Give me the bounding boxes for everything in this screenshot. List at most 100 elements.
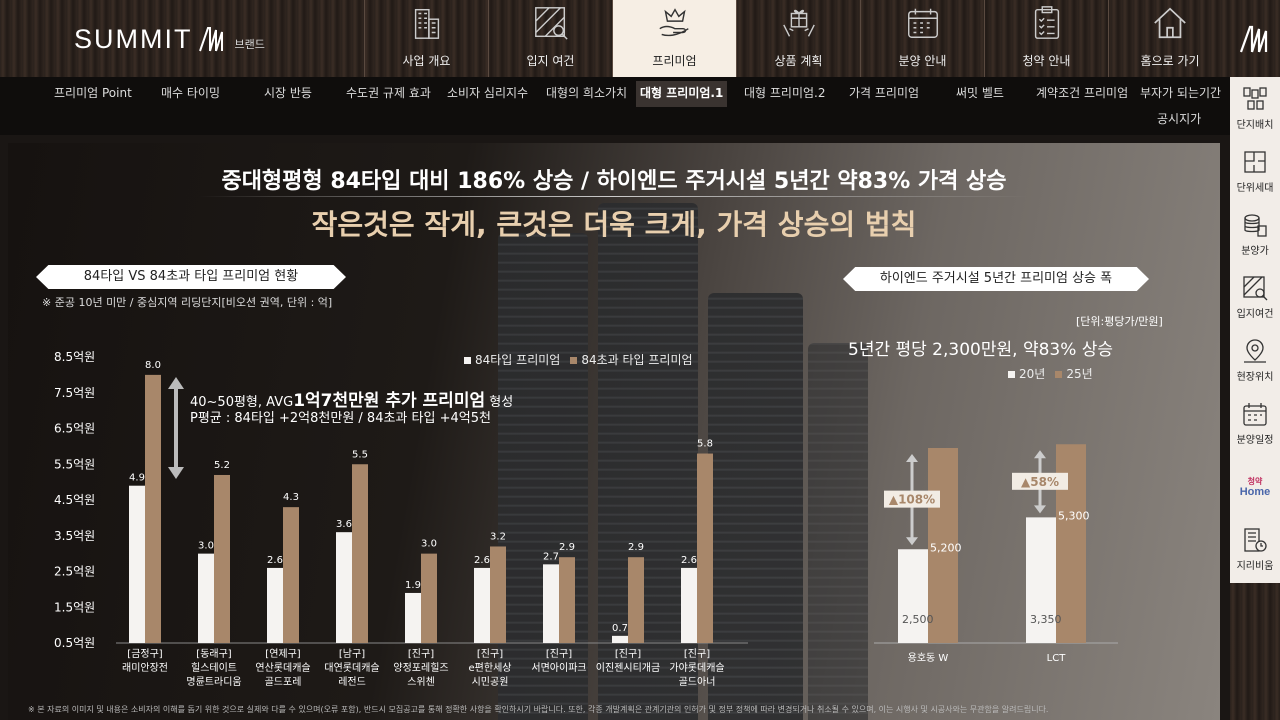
- x-category-label: 스위첸: [407, 675, 435, 688]
- map-search-icon: [1243, 276, 1268, 301]
- subnav-market-rebound[interactable]: 시장 반등: [264, 86, 312, 100]
- nav-home[interactable]: 홈으로 가기: [1108, 0, 1232, 77]
- cheongyak-logo-top: 청약: [1247, 476, 1263, 486]
- data-label: 5.8: [697, 439, 713, 450]
- data-label: 3,350: [1030, 613, 1062, 626]
- right-chart-headline: 5년간 평당 2,300만원, 약83% 상승: [848, 340, 1114, 360]
- data-label: 4.9: [129, 473, 145, 484]
- subnav-price-premium[interactable]: 가격 프리미엄: [849, 86, 920, 100]
- quick-schedule[interactable]: 분양일정: [1230, 392, 1280, 455]
- quick-location[interactable]: 입지여건: [1230, 266, 1280, 329]
- nav-sales-info[interactable]: 분양 안내: [860, 0, 984, 77]
- right-chart-title: 하이엔드 주거시설 5년간 프리미엄 상승 폭: [843, 267, 1149, 291]
- bar-84-type: [267, 567, 283, 643]
- x-category-label: 서면아이파크: [531, 662, 586, 674]
- bar-2020: [1026, 517, 1056, 643]
- subnav-large-premium-1[interactable]: 대형 프리미엄.1: [636, 81, 728, 107]
- bar-over-84-type: [421, 553, 437, 643]
- quick-site-plan[interactable]: 단지배치: [1230, 77, 1280, 140]
- data-label: 5,200: [930, 541, 962, 554]
- data-label: 2.6: [681, 555, 697, 566]
- data-label: 2,500: [902, 613, 934, 626]
- quick-price[interactable]: 분양가: [1230, 203, 1280, 266]
- subnav-summit-belt[interactable]: 써밋 벨트: [956, 86, 1004, 100]
- annotation-suffix: 형성: [485, 395, 514, 410]
- data-label: 2.6: [267, 555, 283, 566]
- logo-subtitle: 브랜드: [234, 38, 265, 51]
- subnav-large-rarity[interactable]: 대형의 희소가치: [546, 86, 628, 100]
- data-label: 3.6: [336, 519, 352, 530]
- cheongyak-home-logo: 청약 Home: [1240, 476, 1271, 498]
- x-category-label: [진구]: [477, 648, 503, 660]
- disclaimer-footnote: ※ 본 자료의 이미지 및 내용은 소비자의 이해를 돕기 위한 것으로 실제와…: [28, 705, 1049, 714]
- legend-label: 20년: [1019, 367, 1046, 381]
- bar-84-type: [198, 553, 214, 643]
- subnav-buy-timing[interactable]: 매수 타이밍: [161, 86, 221, 100]
- building-clock-icon: [1244, 528, 1267, 552]
- y-tick-label: 7.5억원: [54, 386, 95, 400]
- premium-charts: 8.5억원 7.5억원 6.5억원 5.5억원 4.5억원 3.5억원 2.5억원 1.5억원…: [54, 350, 1118, 688]
- subnav-wealth-period[interactable]: 부자가 되는기간: [1140, 86, 1222, 100]
- premium-average-annotation: P평균 : 84타입 +2억8천만원 / 84초과 타입 +4억5천: [190, 411, 491, 426]
- quick-cheongyak-home[interactable]: 청약 Home: [1230, 455, 1280, 518]
- bar-2020: [898, 549, 928, 643]
- nav-premium[interactable]: 프리미엄: [612, 0, 736, 77]
- cheongyak-logo-bottom: Home: [1239, 485, 1271, 498]
- nav-product-plan[interactable]: 상품 계획: [736, 0, 860, 77]
- x-category-label: 시민공원: [472, 676, 509, 688]
- sub-nav: 프리미엄 Point 매수 타이밍 시장 반등 수도권 규제 효과 소비자 심리…: [0, 77, 1230, 135]
- crown-hand-icon: [658, 8, 689, 37]
- nav-subscription-info[interactable]: 청약 안내: [984, 0, 1108, 77]
- bar-over-84-type: [352, 464, 368, 643]
- site-plan-icon: [1243, 87, 1267, 110]
- bar-over-84-type: [697, 453, 713, 643]
- quick-label: 입지여건: [1236, 309, 1274, 320]
- x-category-label: 용호동 W: [908, 652, 949, 664]
- nav-business-overview[interactable]: 사업 개요: [364, 0, 488, 77]
- summit-logo[interactable]: SUMMIT 브랜드: [74, 22, 265, 55]
- subnav-premium-point[interactable]: 프리미엄 Point: [54, 86, 132, 100]
- left-chart-note: ※ 준공 10년 미만 / 중심지역 리딩단지[비오션 권역, 단위 : 억]: [42, 296, 333, 309]
- change-badge: [1012, 472, 1068, 490]
- quick-site-location[interactable]: 현장위치: [1230, 329, 1280, 392]
- change-badge: [884, 490, 940, 508]
- bar-84-type: [129, 485, 145, 643]
- nav-location[interactable]: 입지 여건: [488, 0, 612, 77]
- x-category-label: 힐스테이트: [191, 661, 237, 674]
- home-icon: [1154, 7, 1186, 39]
- legend-label: 25년: [1066, 367, 1093, 381]
- bar-84-type: [612, 635, 628, 643]
- floor-plan-icon: [1244, 151, 1266, 173]
- headline-divider: [198, 196, 1028, 197]
- summit-mark-icon[interactable]: [1238, 24, 1274, 54]
- legend-item-2020: 20년: [1008, 365, 1045, 382]
- data-label: 2.9: [559, 542, 575, 553]
- arrow-up-icon: [1034, 450, 1046, 459]
- bar-over-84-type: [214, 474, 230, 643]
- y-tick-label: 1.5억원: [54, 600, 95, 614]
- nav-label: 프리미엄: [652, 54, 697, 68]
- data-label: 8.0: [145, 360, 161, 371]
- nav-label: 청약 안내: [1022, 54, 1071, 68]
- x-category-label: [남구]: [339, 648, 365, 660]
- x-category-label: [금정구]: [127, 648, 163, 660]
- subnav-contract-premium[interactable]: 계약조건 프리미엄: [1036, 86, 1129, 100]
- logo-text: SUMMIT: [74, 24, 193, 54]
- gift-hands-icon: [782, 9, 815, 37]
- subnav-regulation-effect[interactable]: 수도권 규제 효과: [346, 86, 431, 100]
- main-nav: 사업 개요 입지 여건 프리미엄 상품 계획: [364, 0, 1232, 77]
- subnav-consumer-index[interactable]: 소비자 심리지수: [447, 86, 529, 100]
- quick-label: 단지배치: [1236, 120, 1274, 131]
- quick-map[interactable]: 지리비움: [1230, 518, 1280, 581]
- bar-2025: [928, 448, 958, 643]
- subnav-large-premium-2[interactable]: 대형 프리미엄.2: [744, 86, 826, 100]
- right-chart-legend: 20년 25년: [1008, 365, 1093, 382]
- coins-icon: [1244, 214, 1267, 237]
- y-tick-label: 2.5억원: [54, 565, 95, 579]
- left-chart-title: 84타입 VS 84초과 타입 프리미엄 현황: [36, 265, 346, 289]
- bar-over-84-type: [628, 557, 644, 643]
- bar-over-84-type: [490, 546, 506, 643]
- bar-84-type: [336, 532, 352, 643]
- subnav-land-price[interactable]: 공시지가: [1157, 112, 1202, 126]
- quick-unit-plan[interactable]: 단위세대: [1230, 140, 1280, 203]
